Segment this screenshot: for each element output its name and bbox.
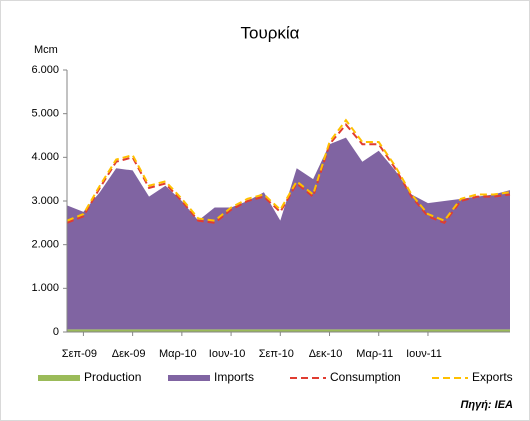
legend-swatch (168, 375, 210, 381)
y-tick-label: 0 (53, 326, 59, 338)
legend-label: Production (84, 370, 141, 384)
area (67, 329, 510, 332)
x-tick-label: Δεκ-10 (309, 348, 343, 360)
x-tick-label: Δεκ-09 (112, 348, 146, 360)
x-tick-label: Σεπ-10 (259, 348, 294, 360)
source: Πηγή: IEA (460, 399, 513, 411)
x-tick-label: Μαρ-11 (356, 348, 393, 360)
y-tick-label: 6.000 (31, 64, 59, 76)
y-tick-label: 2.000 (31, 239, 59, 251)
x-tick-label: Σεπ-09 (62, 348, 97, 360)
legend-label: Imports (214, 370, 254, 384)
legend-swatch (38, 375, 80, 381)
legend-label: Exports (472, 370, 513, 384)
y-tick-label: 1.000 (31, 282, 59, 294)
y-tick-label: 5.000 (31, 108, 59, 120)
area (67, 137, 510, 330)
y-tick-label: 4.000 (31, 151, 59, 163)
x-tick-label: Ιουν-11 (406, 348, 442, 360)
y-tick-label: 3.000 (31, 195, 59, 207)
y-axis-label: Mcm (34, 44, 58, 56)
x-tick-label: Ιουν-10 (209, 348, 246, 360)
chart-title: Τουρκία (240, 23, 299, 42)
line (66, 118, 511, 222)
line (66, 123, 511, 225)
x-tick-label: Μαρ-10 (159, 348, 197, 360)
legend-label: Consumption (330, 370, 401, 384)
